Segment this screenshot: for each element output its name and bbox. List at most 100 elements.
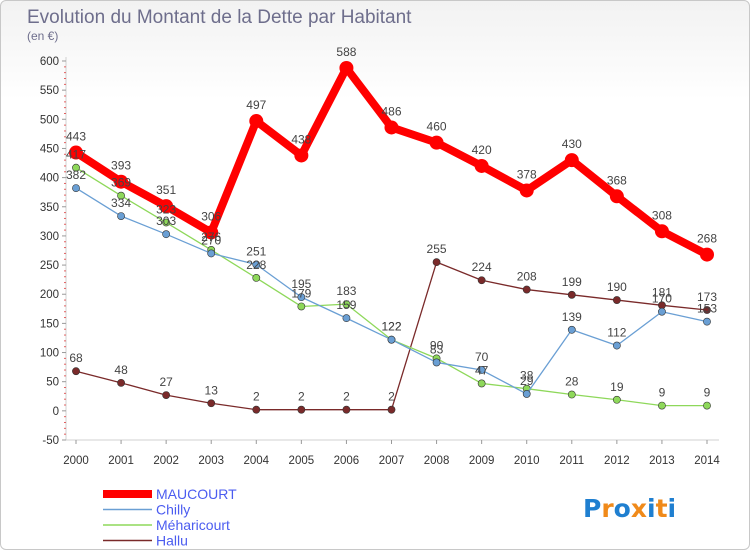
data-point bbox=[204, 225, 219, 240]
x-tick-label: 2009 bbox=[469, 455, 495, 467]
x-tick-label: 2003 bbox=[198, 455, 224, 467]
chart-subtitle: (en €) bbox=[27, 29, 58, 43]
data-label: 190 bbox=[607, 280, 627, 294]
data-point bbox=[297, 405, 306, 414]
data-label: 170 bbox=[652, 292, 672, 306]
logo-letter: x bbox=[631, 494, 647, 523]
data-point bbox=[162, 218, 171, 227]
data-label: 255 bbox=[427, 242, 447, 256]
data-point bbox=[207, 399, 216, 408]
legend-label: Méharicourt bbox=[156, 517, 230, 533]
data-label: 38 bbox=[520, 369, 534, 383]
data-point bbox=[432, 258, 441, 267]
data-point bbox=[297, 302, 306, 311]
logo-letter: P bbox=[583, 494, 601, 523]
data-point bbox=[114, 174, 129, 189]
y-tick-label: 450 bbox=[40, 143, 59, 155]
data-point bbox=[654, 224, 669, 239]
data-label: 208 bbox=[517, 270, 537, 284]
data-label: 122 bbox=[381, 320, 401, 334]
data-point bbox=[387, 405, 396, 414]
data-point bbox=[703, 306, 711, 314]
x-tick-label: 2000 bbox=[63, 455, 89, 467]
data-point bbox=[252, 274, 261, 282]
chart-title: Evolution du Montant de la Dette par Hab… bbox=[27, 7, 412, 28]
series-maucourt bbox=[69, 60, 714, 262]
data-point bbox=[117, 212, 125, 220]
y-tick-label: 200 bbox=[40, 289, 59, 301]
x-tick-label: 2012 bbox=[604, 455, 630, 467]
y-tick-label: 0 bbox=[53, 406, 59, 418]
y-tick-label: 300 bbox=[40, 231, 59, 243]
y-tick-label: 50 bbox=[46, 377, 59, 389]
series-chilly bbox=[72, 184, 711, 398]
data-label: 270 bbox=[201, 233, 221, 247]
y-tick-label: 500 bbox=[40, 114, 59, 126]
data-label: 28 bbox=[565, 375, 579, 389]
y-tick-label: 250 bbox=[40, 260, 59, 272]
y-tick-label: 400 bbox=[40, 173, 59, 185]
data-point bbox=[294, 148, 309, 163]
y-tick-label: 600 bbox=[40, 56, 59, 68]
data-label: 417 bbox=[66, 148, 86, 162]
data-label: 351 bbox=[156, 183, 176, 197]
data-label: 588 bbox=[336, 45, 356, 59]
y-tick-label: 100 bbox=[40, 348, 59, 360]
data-point bbox=[564, 153, 579, 168]
data-label: 306 bbox=[201, 209, 221, 223]
data-point bbox=[432, 358, 441, 367]
data-point bbox=[342, 300, 351, 309]
axes: -50 0 50 100 150 200 250 300 350 400 450 500 550 600 2… bbox=[40, 56, 721, 467]
data-point bbox=[612, 296, 621, 304]
data-label: 9 bbox=[704, 386, 711, 400]
x-tick-label: 2004 bbox=[243, 455, 269, 467]
data-label: 368 bbox=[607, 173, 627, 187]
data-label: 199 bbox=[562, 275, 582, 289]
data-point bbox=[703, 401, 711, 410]
data-point bbox=[252, 405, 261, 414]
data-point bbox=[429, 135, 444, 150]
x-tick-label: 2010 bbox=[514, 455, 540, 467]
x-tick-label: 2007 bbox=[379, 455, 405, 467]
data-point bbox=[658, 401, 666, 410]
data-label: 460 bbox=[427, 120, 447, 134]
data-point bbox=[522, 390, 531, 398]
data-point bbox=[387, 335, 396, 344]
data-label: 268 bbox=[697, 232, 717, 246]
data-point bbox=[567, 290, 576, 299]
x-tick-label: 2006 bbox=[334, 455, 360, 467]
data-label: 497 bbox=[246, 98, 266, 112]
data-label: 2 bbox=[343, 390, 350, 404]
logo-letter: i bbox=[668, 494, 677, 523]
data-label: 382 bbox=[66, 168, 86, 182]
data-label: 2 bbox=[253, 390, 260, 404]
series-layer bbox=[69, 60, 714, 414]
x-tick-label: 2013 bbox=[649, 455, 675, 467]
data-label: 29 bbox=[520, 374, 534, 388]
data-point bbox=[474, 158, 489, 173]
series-hallu bbox=[72, 258, 711, 414]
data-point bbox=[567, 325, 576, 334]
data-point bbox=[658, 307, 666, 316]
data-point bbox=[249, 114, 264, 129]
data-point bbox=[477, 276, 486, 285]
data-point bbox=[703, 317, 711, 326]
data-label: 70 bbox=[475, 350, 489, 364]
data-label: 68 bbox=[69, 351, 83, 365]
x-tick-label: 2011 bbox=[559, 455, 584, 467]
legend-label: Hallu bbox=[156, 533, 188, 549]
data-point bbox=[567, 390, 576, 399]
data-label: 438 bbox=[291, 132, 311, 146]
data-label: 83 bbox=[430, 342, 444, 356]
legend-label: MAUCOURT bbox=[156, 486, 237, 502]
data-label: 183 bbox=[336, 284, 356, 298]
x-tick-label: 2001 bbox=[108, 455, 134, 467]
data-label: 9 bbox=[659, 386, 666, 400]
data-point bbox=[72, 184, 80, 193]
data-label: 251 bbox=[246, 244, 266, 258]
data-point bbox=[384, 120, 399, 135]
data-label: 323 bbox=[156, 203, 176, 217]
